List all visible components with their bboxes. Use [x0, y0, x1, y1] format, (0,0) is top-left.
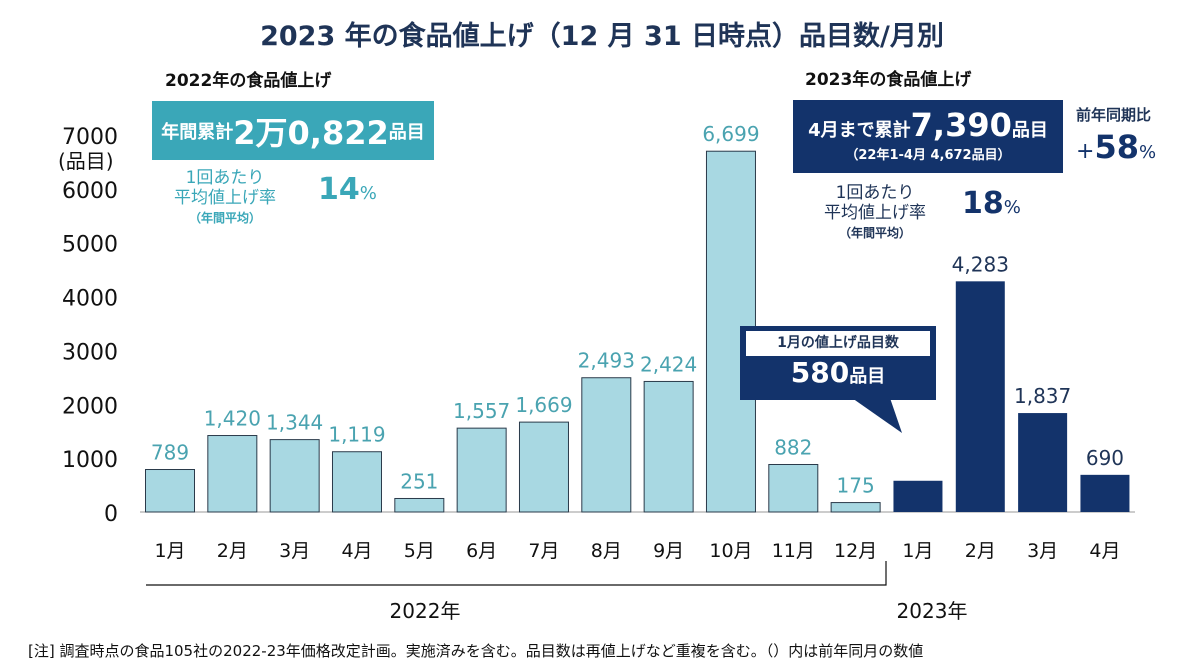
y-tick-label: 1000: [62, 448, 118, 473]
rate-line1: 1回あたり: [185, 168, 265, 188]
yoy-sign: +: [1076, 139, 1095, 164]
x-tick-label: 10月: [709, 540, 752, 562]
x-tick-label: 3月: [1027, 540, 1058, 562]
bar: [643, 380, 694, 513]
footnote: [注] 調査時点の食品105社の2022-23年価格改定計画。実施済みを含む。品…: [28, 642, 924, 660]
callout-tail: [852, 398, 902, 433]
x-tick-label: 1月: [902, 540, 933, 562]
bar-value-label: 789: [151, 441, 189, 465]
x-tick-label: 2月: [965, 540, 996, 562]
bar-value-label: 1,420: [204, 407, 261, 431]
total-box-2022: 年間累計 2万0,822 品目: [152, 101, 434, 160]
bar-value-label: 6,699: [702, 122, 759, 146]
y-tick-label: 6000: [62, 179, 118, 204]
rate-note: （年間平均）: [188, 211, 261, 225]
total-prefix: 年間累計: [161, 121, 234, 143]
bar-value-label: 1,344: [266, 411, 323, 435]
rate-unit: %: [359, 183, 377, 204]
x-tick-label: 3月: [279, 540, 310, 562]
bar-value-label: 1,669: [515, 393, 572, 417]
x-tick-label: 4月: [341, 540, 372, 562]
bar: [207, 435, 258, 513]
yoy-unit: %: [1138, 142, 1157, 163]
callout-value: 580: [790, 356, 850, 389]
rate-label-2022: 1回あたり 平均値上げ率 （年間平均）: [150, 168, 300, 228]
chart-title: 2023 年の食品値上げ（12 月 31 日時点）品目数/月別: [260, 21, 944, 52]
rate-label-2023: 1回あたり 平均値上げ率 （年間平均）: [800, 183, 950, 243]
rate-line1: 1回あたり: [835, 183, 915, 203]
total-value: 7,390: [910, 106, 1012, 144]
bar: [269, 439, 320, 513]
heading-2022: 2022年の食品値上げ: [165, 71, 332, 91]
bar: [518, 421, 569, 513]
rate-number: 14: [318, 172, 360, 207]
bar: [145, 469, 195, 513]
bar-value-label: 2,424: [640, 352, 697, 376]
rate-value-2023: 18%: [962, 186, 1021, 221]
y-tick-label: 5000: [62, 233, 118, 258]
bar-value-label: 882: [774, 435, 812, 459]
x-tick-label: 1月: [154, 540, 185, 562]
rate-unit: %: [1003, 197, 1021, 218]
bar: [1018, 413, 1068, 512]
bar: [768, 463, 819, 513]
x-tick-label: 11月: [772, 540, 815, 562]
bar: [331, 451, 382, 513]
y-tick-label: 3000: [62, 340, 118, 365]
x-tick-label: 5月: [404, 540, 435, 562]
bar: [893, 480, 943, 512]
total-value: 2万0,822: [233, 113, 389, 152]
bar-value-label: 1,557: [453, 399, 510, 423]
bar: [955, 281, 1005, 512]
x-tick-label: 8月: [591, 540, 622, 562]
y-axis-unit: (品目): [58, 149, 114, 173]
year-label-2022: 2022年: [390, 599, 461, 623]
total-box-2023: 4月まで累計7,390品目 （22年1-4月 4,672品目）: [793, 100, 1063, 173]
x-tick-label: 2月: [217, 540, 248, 562]
yoy-number: 58: [1094, 128, 1139, 166]
callout-box: 1月の値上げ品目数 580品目: [740, 326, 936, 400]
bar: [456, 427, 507, 513]
yoy-value: +58%: [1076, 128, 1156, 166]
bar-value-label: 4,283: [952, 252, 1009, 276]
bar-value-label: 690: [1086, 446, 1124, 470]
rate-line2: 平均値上げ率: [174, 188, 276, 208]
rate-value-2022: 14%: [318, 172, 377, 207]
x-tick-label: 6月: [466, 540, 497, 562]
y-tick-label: 7000: [62, 125, 118, 150]
bar: [581, 377, 632, 513]
callout-label: 1月の値上げ品目数: [746, 331, 930, 356]
bar: [394, 497, 445, 513]
bar: [1080, 474, 1130, 512]
x-tick-label: 9月: [653, 540, 684, 562]
rate-line2: 平均値上げ率: [824, 203, 926, 223]
total-unit: 品目: [388, 121, 425, 143]
total-unit: 品目: [1011, 120, 1048, 141]
bar-value-label: 251: [400, 469, 438, 493]
rate-number: 18: [962, 186, 1004, 221]
y-tick-label: 2000: [62, 394, 118, 419]
total-prefix: 4月まで累計: [808, 120, 911, 141]
x-tick-label: 4月: [1089, 540, 1120, 562]
bar-value-label: 1,837: [1014, 384, 1071, 408]
y-tick-label: 0: [104, 502, 118, 527]
bar-value-label: 2,493: [578, 349, 635, 373]
prev-year-total: （22年1-4月 4,672品目）: [845, 148, 1011, 163]
bar-value-label: 1,119: [328, 423, 385, 447]
x-tick-label: 7月: [528, 540, 559, 562]
callout-unit: 品目: [849, 366, 886, 387]
heading-2023: 2023年の食品値上げ: [805, 70, 972, 90]
year-bracket-2022: [146, 561, 887, 586]
rate-note: （年間平均）: [838, 226, 911, 240]
year-label-2023: 2023年: [897, 599, 968, 623]
bar: [830, 502, 881, 513]
y-tick-label: 4000: [62, 287, 118, 312]
bar-value-label: 175: [837, 474, 875, 498]
yoy-label: 前年同期比: [1076, 106, 1152, 124]
x-tick-label: 12月: [834, 540, 877, 562]
